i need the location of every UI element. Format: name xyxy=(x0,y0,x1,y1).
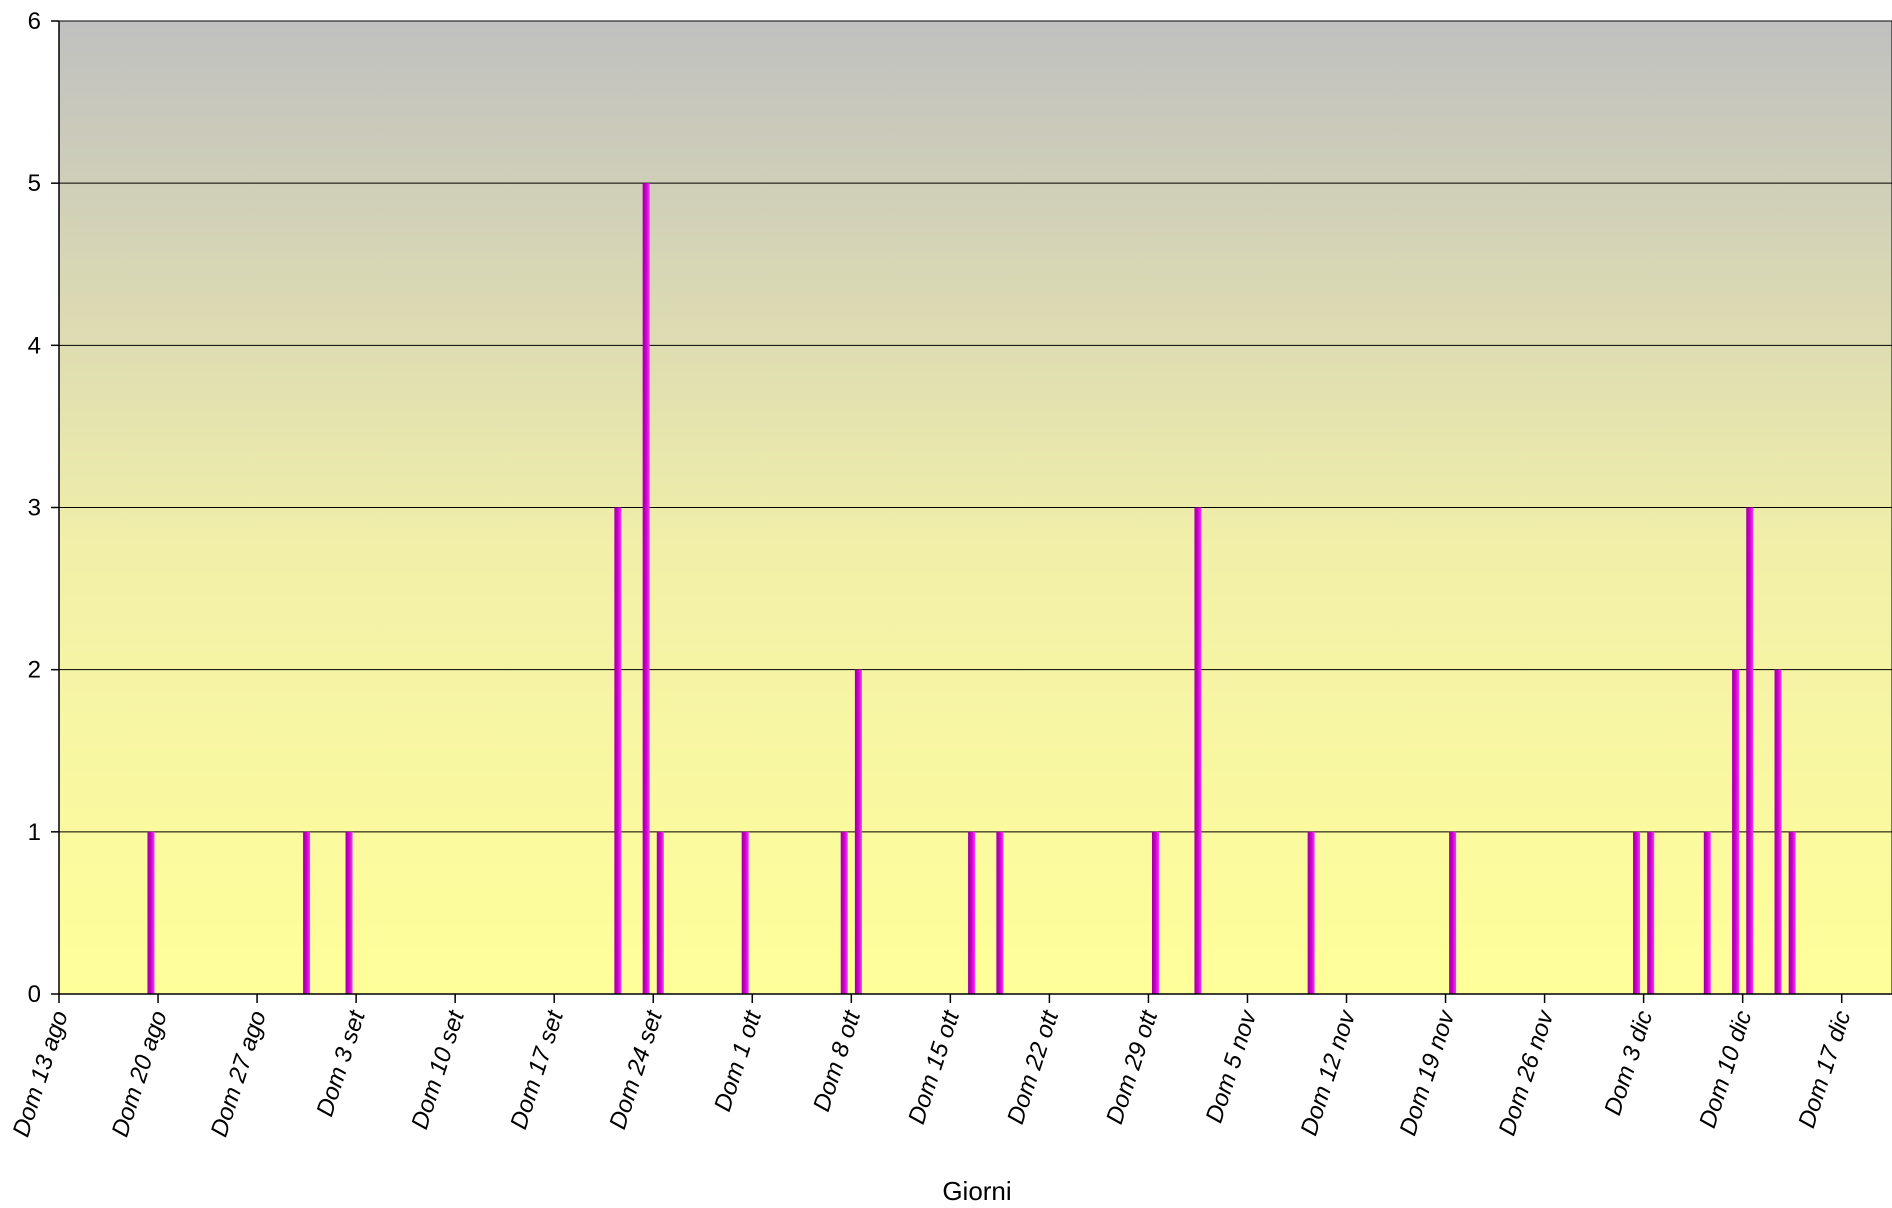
x-tick-label-6: Dom 24 set xyxy=(604,1006,668,1132)
bar-20 xyxy=(1774,669,1782,994)
bar-0 xyxy=(147,831,155,994)
x-tick-label-5: Dom 17 set xyxy=(505,1006,569,1132)
x-tick-label-18: Dom 17 dic xyxy=(1793,1008,1856,1132)
x-tick-label-9: Dom 15 ott xyxy=(903,1006,965,1127)
x-tick-label-2: Dom 27 ago xyxy=(206,1008,272,1141)
bars xyxy=(147,183,1796,994)
x-tick-label-13: Dom 12 nov xyxy=(1296,1006,1362,1139)
x-tick-label-0: Dom 13 ago xyxy=(8,1008,74,1141)
bar-1 xyxy=(303,831,311,994)
bar-17 xyxy=(1703,831,1711,994)
x-tick-label-12: Dom 5 nov xyxy=(1201,1006,1263,1127)
y-tick-label-1: 1 xyxy=(28,819,41,846)
bar-6 xyxy=(741,831,749,994)
y-tick-label-5: 5 xyxy=(28,170,41,197)
bar-7 xyxy=(840,831,848,994)
bar-12 xyxy=(1194,507,1202,994)
bar-9 xyxy=(968,831,976,994)
x-tick-label-17: Dom 10 dic xyxy=(1694,1008,1757,1132)
bar-3 xyxy=(614,507,622,994)
x-tick-label-4: Dom 10 set xyxy=(406,1006,470,1132)
bar-5 xyxy=(656,831,664,994)
x-tick-label-7: Dom 1 ott xyxy=(709,1006,767,1115)
x-tick-label-10: Dom 22 ott xyxy=(1002,1006,1064,1127)
bar-11 xyxy=(1152,831,1160,994)
bar-16 xyxy=(1647,831,1655,994)
y-tick-label-2: 2 xyxy=(28,657,41,684)
x-tick-label-3: Dom 3 set xyxy=(311,1006,371,1120)
bar-13 xyxy=(1307,831,1315,994)
y-tick-label-3: 3 xyxy=(28,495,41,522)
bar-18 xyxy=(1732,669,1740,994)
x-tick-label-11: Dom 29 ott xyxy=(1101,1006,1163,1127)
x-axis-title: Giorni xyxy=(942,1176,1011,1206)
y-tick-labels: 0 1 2 3 4 5 6 xyxy=(28,8,41,1008)
y-tick-label-6: 6 xyxy=(28,8,41,35)
x-tick-label-15: Dom 26 nov xyxy=(1494,1006,1560,1139)
axes xyxy=(51,20,1892,1003)
bar-21 xyxy=(1788,831,1796,994)
bar-2 xyxy=(345,831,353,994)
x-tick-label-8: Dom 8 ott xyxy=(808,1006,866,1115)
bar-19 xyxy=(1746,507,1754,994)
y-tick-label-0: 0 xyxy=(28,981,41,1008)
bar-10 xyxy=(996,831,1004,994)
x-tick-label-14: Dom 19 nov xyxy=(1395,1006,1461,1139)
bar-15 xyxy=(1633,831,1641,994)
y-tick-label-4: 4 xyxy=(28,332,41,359)
bar-4 xyxy=(642,183,650,994)
bar-14 xyxy=(1449,831,1457,994)
x-tick-label-1: Dom 20 ago xyxy=(107,1008,173,1141)
x-tick-labels: Dom 13 ago Dom 20 ago Dom 27 ago Dom 3 set D… xyxy=(8,1006,1857,1141)
bar-8 xyxy=(854,669,862,994)
x-tick-label-16: Dom 3 dic xyxy=(1599,1008,1658,1119)
